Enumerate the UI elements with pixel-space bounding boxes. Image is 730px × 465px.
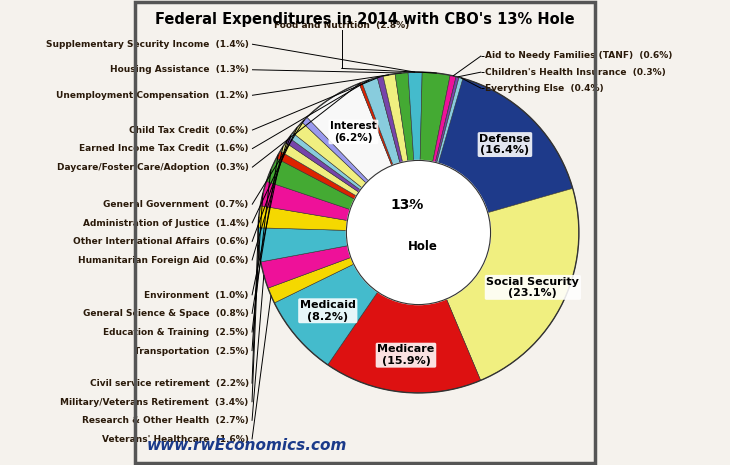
Text: Education & Training  (2.5%): Education & Training (2.5%) bbox=[103, 328, 249, 337]
Wedge shape bbox=[435, 77, 459, 163]
Wedge shape bbox=[383, 74, 408, 162]
Wedge shape bbox=[302, 117, 369, 183]
Text: Food and Nutrition  (2.8%): Food and Nutrition (2.8%) bbox=[274, 21, 410, 30]
Text: Research & Other Health  (2.7%): Research & Other Health (2.7%) bbox=[82, 416, 249, 425]
Text: Veterans' Healthcare  (1.6%): Veterans' Healthcare (1.6%) bbox=[102, 435, 249, 444]
Wedge shape bbox=[395, 73, 414, 161]
Wedge shape bbox=[359, 82, 393, 166]
Text: 13%: 13% bbox=[390, 198, 423, 212]
Text: Earned Income Tax Credit  (1.6%): Earned Income Tax Credit (1.6%) bbox=[80, 144, 249, 153]
Text: Civil service retirement  (2.2%): Civil service retirement (2.2%) bbox=[90, 379, 249, 388]
Wedge shape bbox=[437, 78, 573, 213]
Wedge shape bbox=[408, 72, 422, 160]
Wedge shape bbox=[293, 122, 366, 188]
Wedge shape bbox=[274, 264, 377, 365]
Wedge shape bbox=[377, 76, 403, 163]
Wedge shape bbox=[328, 292, 480, 393]
Text: General Government  (0.7%): General Government (0.7%) bbox=[104, 200, 249, 209]
Text: Daycare/Foster Care/Adoption  (0.3%): Daycare/Foster Care/Adoption (0.3%) bbox=[57, 163, 249, 172]
Text: Military/Veterans Retirement  (3.4%): Military/Veterans Retirement (3.4%) bbox=[61, 398, 249, 407]
Wedge shape bbox=[261, 246, 351, 288]
Wedge shape bbox=[437, 77, 463, 163]
Wedge shape bbox=[266, 158, 355, 210]
Wedge shape bbox=[285, 138, 361, 192]
Text: Environment  (1.0%): Environment (1.0%) bbox=[145, 291, 249, 300]
Text: Medicare
(15.9%): Medicare (15.9%) bbox=[377, 345, 434, 366]
Text: General Science & Space  (0.8%): General Science & Space (0.8%) bbox=[83, 309, 249, 319]
Wedge shape bbox=[258, 206, 347, 230]
Wedge shape bbox=[362, 78, 400, 165]
Wedge shape bbox=[307, 83, 392, 181]
Wedge shape bbox=[258, 228, 347, 262]
Text: Transportation  (2.5%): Transportation (2.5%) bbox=[134, 346, 249, 356]
Text: Humanitarian Foreign Aid  (0.6%): Humanitarian Foreign Aid (0.6%) bbox=[78, 256, 249, 265]
Text: www.rwEconomics.com: www.rwEconomics.com bbox=[147, 438, 347, 453]
Wedge shape bbox=[261, 181, 350, 220]
Wedge shape bbox=[277, 151, 356, 199]
Text: Defense
(16.4%): Defense (16.4%) bbox=[480, 134, 531, 155]
Text: Administration of Justice  (1.4%): Administration of Justice (1.4%) bbox=[82, 219, 249, 228]
Text: Housing Assistance  (1.3%): Housing Assistance (1.3%) bbox=[110, 65, 249, 74]
Text: Unemployment Compensation  (1.2%): Unemployment Compensation (1.2%) bbox=[56, 91, 249, 100]
Text: Hole: Hole bbox=[408, 240, 438, 253]
Text: Interest
(6.2%): Interest (6.2%) bbox=[330, 121, 377, 143]
Wedge shape bbox=[280, 143, 358, 196]
Wedge shape bbox=[433, 75, 456, 162]
Wedge shape bbox=[289, 133, 362, 190]
Text: Medicaid
(8.2%): Medicaid (8.2%) bbox=[300, 300, 356, 322]
Text: Everything Else  (0.4%): Everything Else (0.4%) bbox=[485, 84, 603, 93]
Text: Other International Affairs  (0.6%): Other International Affairs (0.6%) bbox=[73, 237, 249, 246]
Wedge shape bbox=[447, 188, 579, 380]
Text: Children's Health Insurance  (0.3%): Children's Health Insurance (0.3%) bbox=[485, 67, 665, 77]
Circle shape bbox=[347, 160, 491, 305]
Text: Aid to Needy Families (TANF)  (0.6%): Aid to Needy Families (TANF) (0.6%) bbox=[485, 51, 672, 60]
Text: Federal Expenditures in 2014 with CBO's 13% Hole: Federal Expenditures in 2014 with CBO's … bbox=[155, 12, 575, 27]
Wedge shape bbox=[420, 72, 450, 162]
Text: Supplementary Security Income  (1.4%): Supplementary Security Income (1.4%) bbox=[46, 40, 249, 49]
Text: Child Tax Credit  (0.6%): Child Tax Credit (0.6%) bbox=[129, 126, 249, 135]
Text: Social Security
(23.1%): Social Security (23.1%) bbox=[486, 277, 580, 298]
Wedge shape bbox=[268, 258, 354, 303]
